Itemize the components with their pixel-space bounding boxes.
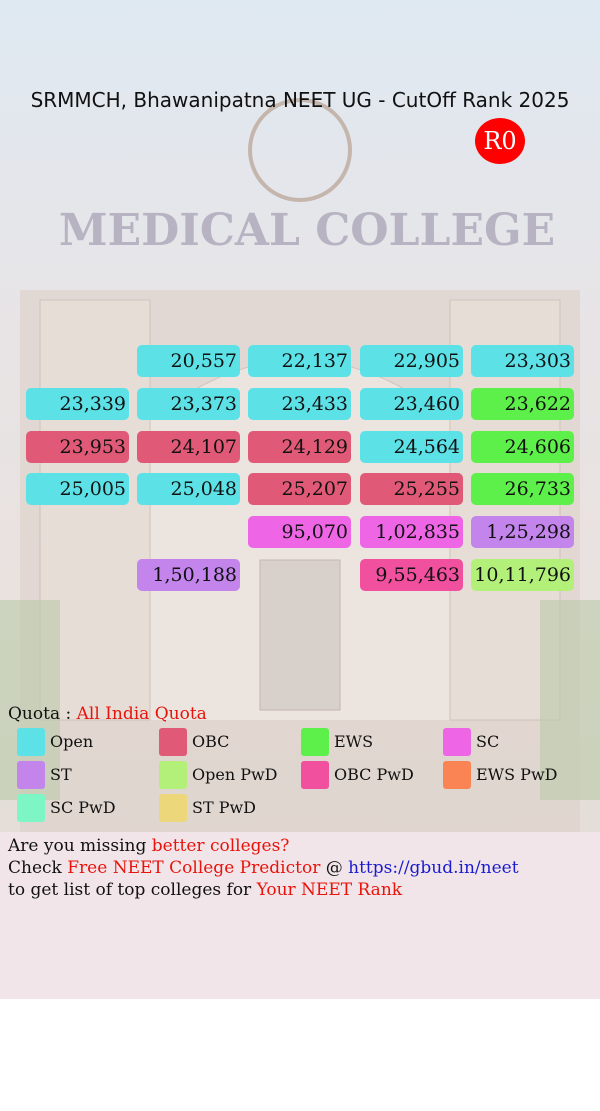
quota-value: All India Quota [76, 704, 207, 724]
footer-text: @ [320, 858, 349, 878]
legend-swatch [443, 761, 471, 789]
rank-cell: 23,339 [26, 387, 129, 420]
rank-cell: 24,129 [248, 430, 351, 463]
footer-text: Free NEET College Predictor [67, 858, 321, 878]
quota: Quota : All India Quota [8, 704, 207, 724]
rank-cell: 22,137 [248, 345, 351, 377]
footer-line: Are you missing better colleges? [8, 836, 289, 856]
legend-swatch [17, 794, 45, 822]
round-badge: R0 [475, 118, 525, 164]
legend-label: SC PwD [50, 798, 116, 817]
legend-swatch [301, 761, 329, 789]
legend-label: OBC PwD [334, 765, 414, 784]
legend-swatch [159, 761, 187, 789]
rank-cell: 95,070 [248, 516, 351, 549]
footer-text: Are you missing [8, 836, 152, 856]
legend-swatch [159, 728, 187, 756]
rank-cell: 23,460 [360, 387, 463, 420]
rank-cell: 20,557 [137, 345, 240, 377]
legend-label: OBC [192, 732, 230, 751]
rank-cell: 24,564 [360, 430, 463, 463]
title: SRMMCH, Bhawanipatna NEET UG - CutOff Ra… [30, 88, 570, 112]
footer-background [0, 832, 600, 999]
rank-cell: 1,02,835 [360, 516, 463, 549]
legend-swatch [17, 761, 45, 789]
rank-cell: 23,373 [137, 387, 240, 420]
rank-cell: 24,606 [471, 430, 574, 463]
rank-cell: 25,207 [248, 473, 351, 506]
background-sign: MEDICAL COLLEGE [59, 205, 555, 256]
rank-cell: 23,622 [471, 387, 574, 420]
quota-label: Quota : [8, 704, 72, 724]
rank-cell: 25,005 [26, 473, 129, 506]
footer-text: better colleges? [151, 836, 290, 856]
rank-cell: 1,25,298 [471, 516, 574, 549]
legend-swatch [159, 794, 187, 822]
legend-label: ST PwD [192, 798, 257, 817]
footer-text: https://gbud.in/neet [348, 858, 519, 878]
rank-cell: 1,50,188 [137, 559, 240, 591]
footer-text: Check [8, 858, 68, 878]
legend-swatch [443, 728, 471, 756]
legend-swatch [17, 728, 45, 756]
rank-cell: 23,303 [471, 345, 574, 377]
rank-cell: 9,55,463 [360, 559, 463, 591]
legend-label: ST [50, 765, 72, 784]
legend-label: Open [50, 732, 94, 751]
legend-label: EWS PwD [476, 765, 558, 784]
rank-cell: 23,953 [26, 430, 129, 463]
footer-text: to get list of top colleges for [8, 880, 257, 900]
legend-label: SC [476, 732, 500, 751]
legend-label: Open PwD [192, 765, 278, 784]
footer-line: to get list of top colleges for Your NEE… [8, 880, 402, 900]
rank-cell: 23,433 [248, 387, 351, 420]
rank-cell: 24,107 [137, 430, 240, 463]
footer-text: Your NEET Rank [256, 880, 403, 900]
legend-swatch [301, 728, 329, 756]
footer-line: Check Free NEET College Predictor @ http… [8, 858, 519, 878]
rank-cell: 25,255 [360, 473, 463, 506]
rank-cell: 26,733 [471, 473, 574, 506]
rank-cell: 10,11,796 [471, 559, 574, 591]
rank-cell: 25,048 [137, 473, 240, 506]
rank-cell: 22,905 [360, 345, 463, 377]
legend-label: EWS [334, 732, 374, 751]
